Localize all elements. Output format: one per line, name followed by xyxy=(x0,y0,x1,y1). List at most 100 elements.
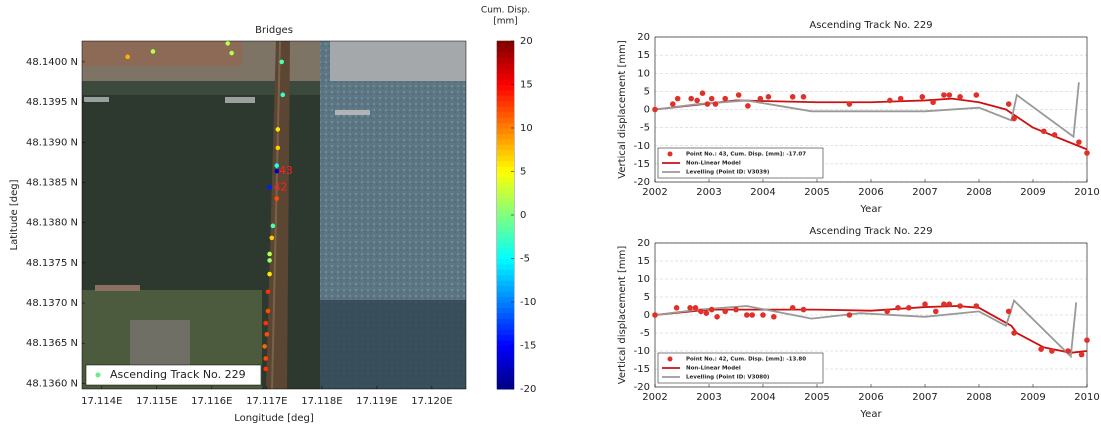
colorbar-cell xyxy=(497,253,514,259)
x-tick-label: 2008 xyxy=(966,392,991,403)
colorbar-cell xyxy=(497,100,514,107)
legend-marker xyxy=(667,151,673,157)
point xyxy=(269,235,275,241)
x-tick-label: 17.118E xyxy=(301,396,342,407)
y-tick-label: 48.1385 N xyxy=(26,177,78,188)
y-tick-label: 10 xyxy=(637,68,650,79)
data-point xyxy=(692,305,699,311)
series-line xyxy=(654,82,1080,139)
colorbar-cell xyxy=(497,302,514,308)
legend-marker xyxy=(667,356,673,362)
y-tick-label: 5 xyxy=(644,86,650,97)
colorbar-cell xyxy=(497,84,514,91)
data-point xyxy=(1076,139,1082,145)
y-tick-label: 15 xyxy=(637,50,650,61)
legend-label: Non-Linear Model xyxy=(686,161,741,167)
y-tick-label: 48.1380 N xyxy=(26,218,78,229)
data-point xyxy=(744,312,750,318)
x-tick-label: 2002 xyxy=(642,392,667,403)
colorbar-cell xyxy=(497,133,514,140)
point xyxy=(265,308,271,314)
x-tick-label: 2009 xyxy=(1020,187,1045,198)
data-point xyxy=(1065,348,1071,354)
y-axis-label: Latitude [deg] xyxy=(9,179,20,250)
data-point xyxy=(1005,308,1012,315)
x-tick-label: 17.114E xyxy=(81,396,122,407)
colorbar-cell xyxy=(497,231,514,238)
data-point xyxy=(800,306,807,313)
colorbar-cell xyxy=(497,291,514,298)
data-point xyxy=(887,97,893,104)
colorbar-cell xyxy=(497,138,514,145)
point xyxy=(274,196,280,201)
point xyxy=(125,54,130,60)
x-tick-label: 2002 xyxy=(642,187,667,198)
data-point xyxy=(1041,128,1047,135)
colorbar-cell xyxy=(497,329,514,336)
colorbar-cell xyxy=(497,73,514,80)
point xyxy=(267,271,272,277)
annotation: 43 xyxy=(279,164,293,177)
data-point xyxy=(957,303,963,309)
legend-label: Non-Linear Model xyxy=(686,366,741,372)
colorbar-cell xyxy=(497,122,514,129)
colorbar-cell xyxy=(497,41,514,47)
data-point xyxy=(1084,337,1090,344)
point xyxy=(267,258,272,263)
data-point xyxy=(674,95,681,102)
x-tick-label: 2005 xyxy=(804,392,829,403)
colorbar-cell xyxy=(497,79,514,85)
legend-label: Levelling (Point ID: V3080) xyxy=(686,375,770,381)
y-tick-label: 10 xyxy=(637,274,650,285)
chart-title: Bridges xyxy=(255,25,293,36)
colorbar-cell xyxy=(497,340,514,346)
colorbar-cell xyxy=(497,149,514,156)
colorbar-cell xyxy=(497,356,514,363)
x-tick-label: 17.116E xyxy=(191,396,232,407)
y-tick-label: 48.1395 N xyxy=(26,97,78,108)
data-point xyxy=(673,305,680,311)
data-point xyxy=(922,301,928,308)
colorbar-tick-label: -20 xyxy=(520,384,536,395)
data-point xyxy=(895,305,901,311)
data-point xyxy=(789,305,796,311)
colorbar-cell xyxy=(497,274,514,281)
point xyxy=(270,223,276,229)
data-point xyxy=(765,94,772,100)
point xyxy=(225,41,231,46)
data-point xyxy=(694,97,700,104)
x-tick-label: 2003 xyxy=(696,187,721,198)
colorbar-cell xyxy=(497,209,514,216)
colorbar-cell xyxy=(497,57,514,64)
series-line xyxy=(654,97,1088,151)
data-point xyxy=(1011,330,1017,336)
colorbar-tick-label: 0 xyxy=(520,210,526,221)
data-point xyxy=(670,101,676,107)
colorbar-cell xyxy=(497,323,514,330)
colorbar-cell xyxy=(497,258,514,265)
colorbar-cell xyxy=(497,89,514,96)
colorbar-cell xyxy=(497,285,514,292)
x-tick-label: 2010 xyxy=(1074,187,1099,198)
colorbar-cell xyxy=(497,307,514,314)
x-tick-label: 17.120E xyxy=(411,396,452,407)
y-axis-label: Vertical displacement [mm] xyxy=(617,40,628,179)
legend-box xyxy=(657,147,824,179)
y-tick-label: 48.1390 N xyxy=(26,137,78,148)
y-tick-label: 48.1400 N xyxy=(26,57,78,68)
point xyxy=(263,356,269,361)
point xyxy=(280,92,286,98)
data-point xyxy=(735,92,742,98)
point xyxy=(275,145,281,151)
colorbar-cell xyxy=(497,171,514,178)
colorbar-tick-label: 5 xyxy=(520,167,526,178)
x-tick-label: 17.117E xyxy=(246,396,287,407)
data-point xyxy=(749,312,755,318)
colorbar-cell xyxy=(497,46,514,53)
x-axis-label: Year xyxy=(859,204,882,215)
y-tick-label: -20 xyxy=(634,177,650,188)
y-tick-label: 15 xyxy=(637,256,650,267)
colorbar-cell xyxy=(497,220,514,227)
data-point xyxy=(800,94,807,100)
